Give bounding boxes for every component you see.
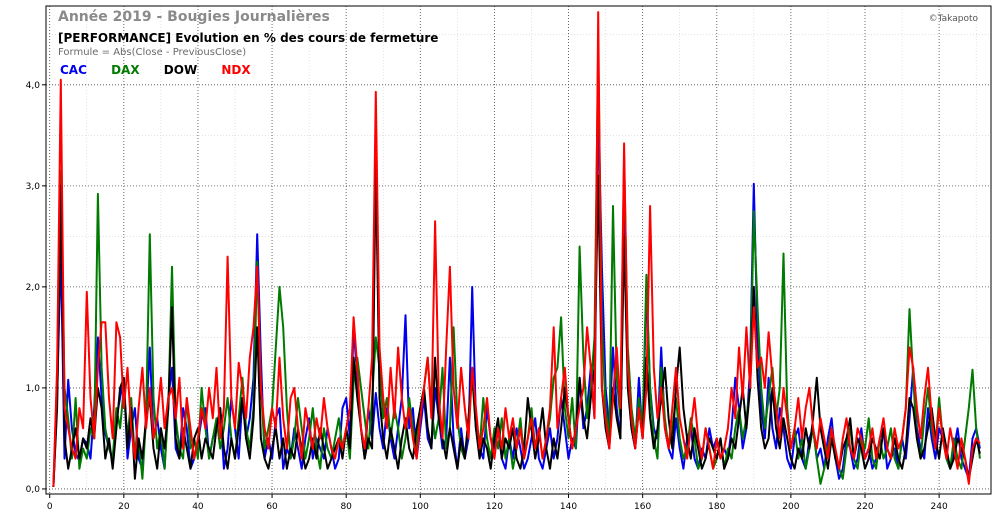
legend: CAC DAX DOW NDX <box>60 63 271 77</box>
x-tick-label: 180 <box>708 502 725 512</box>
legend-item-dow: DOW <box>163 63 198 77</box>
grid <box>46 6 991 494</box>
chart-credit: ©Takapoto <box>928 14 978 24</box>
series-line-dax <box>52 48 981 487</box>
chart-subtitle: [PERFORMANCE] Evolution en % des cours d… <box>58 31 439 45</box>
y-tick-label: 3,0 <box>26 182 41 192</box>
x-tick-label: 240 <box>931 502 948 512</box>
y-tick-label: 1,0 <box>26 384 41 394</box>
y-tick-label: 4,0 <box>26 81 41 91</box>
x-tick-label: 0 <box>47 502 53 512</box>
x-tick-label: 220 <box>856 502 873 512</box>
x-tick-label: 40 <box>192 502 204 512</box>
x-tick-label: 20 <box>118 502 130 512</box>
plot-frame <box>45 5 992 495</box>
x-tick-label: 60 <box>266 502 278 512</box>
x-tick-label: 140 <box>560 502 577 512</box>
x-tick-label: 80 <box>340 502 352 512</box>
x-tick-label: 200 <box>782 502 799 512</box>
chart-title: Année 2019 - Bougies Journalières <box>58 9 330 25</box>
series-lines <box>52 11 981 487</box>
series-line-dow <box>52 159 981 487</box>
series-line-ndx <box>52 11 981 487</box>
x-tick-label: 160 <box>634 502 651 512</box>
x-tick-label: 120 <box>486 502 503 512</box>
legend-item-cac: CAC <box>60 63 87 77</box>
plot-border <box>45 5 992 495</box>
legend-item-dax: DAX <box>111 63 140 77</box>
legend-item-ndx: NDX <box>221 63 251 77</box>
chart-formula: Formule = Abs(Close - PreviousClose) <box>58 47 247 58</box>
y-tick-label: 0,0 <box>26 485 41 495</box>
y-tick-label: 2,0 <box>26 283 41 293</box>
axes: 0 20 40 60 80 100 120 140 160 180 200 220 240 0,0 1,0 2… <box>26 81 948 512</box>
x-tick-label: 100 <box>412 502 429 512</box>
series-line-cac <box>52 104 981 487</box>
